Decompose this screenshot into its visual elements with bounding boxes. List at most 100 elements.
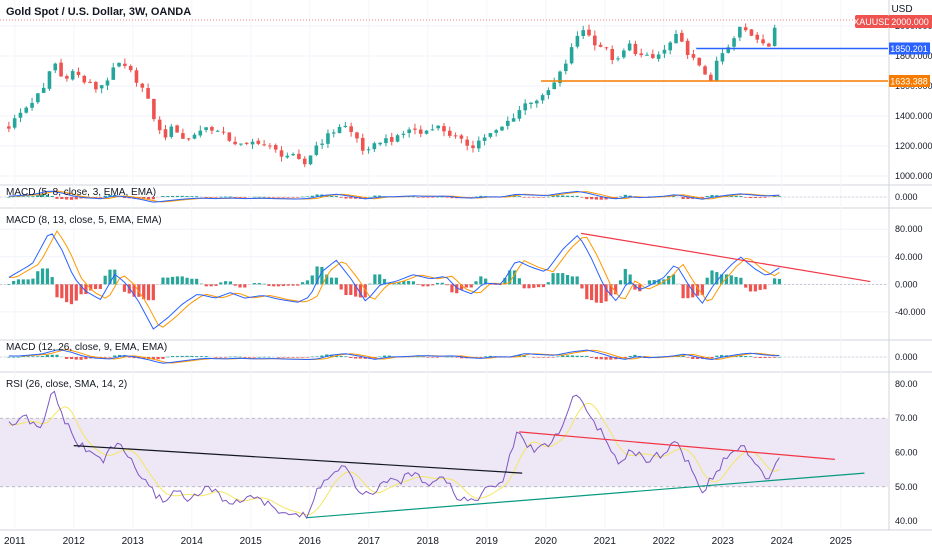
histogram-bar	[753, 197, 757, 199]
candle-body	[743, 27, 748, 31]
histogram-bar	[652, 280, 656, 285]
histogram-bar	[156, 197, 160, 198]
candle-body	[593, 35, 597, 46]
currency-label: USD	[891, 4, 912, 15]
candle-body	[36, 93, 40, 103]
histogram-bar	[31, 356, 35, 357]
histogram-bar	[267, 356, 271, 358]
histogram-bar	[113, 355, 117, 357]
histogram-bar	[281, 284, 285, 287]
candle-body	[7, 126, 11, 129]
histogram-bar	[623, 268, 627, 285]
histogram-bar	[541, 197, 546, 198]
x-axis-tick: 2023	[712, 536, 735, 547]
candle-body	[714, 60, 719, 81]
histogram-bar	[522, 355, 526, 357]
histogram-bar	[108, 194, 112, 197]
histogram-bar	[729, 195, 733, 197]
histogram-bar	[445, 197, 449, 198]
candle-body	[285, 155, 290, 158]
histogram-bar	[267, 197, 271, 198]
candle-body	[482, 137, 487, 141]
candle-body	[680, 32, 684, 42]
candle-body	[430, 129, 435, 131]
histogram-bar	[455, 284, 459, 294]
histogram-bar	[190, 355, 194, 357]
histogram-bar	[488, 355, 493, 357]
histogram-bar	[151, 197, 155, 200]
histogram-bar	[705, 277, 709, 285]
histogram-bar	[55, 284, 59, 298]
histogram-bar	[541, 357, 546, 358]
candle-body	[552, 82, 557, 90]
x-axis-tick: 2021	[594, 536, 617, 547]
histogram-bar	[199, 196, 204, 198]
histogram-bar	[426, 197, 430, 198]
histogram-bar	[416, 197, 420, 198]
macd-axis-tick: 0.000	[895, 279, 918, 289]
histogram-bar	[93, 284, 98, 290]
chart-title: Gold Spot / U.S. Dollar, 3W, OANDA	[6, 6, 191, 18]
candle-body	[157, 119, 162, 131]
histogram-bar	[768, 197, 772, 198]
histogram-bar	[565, 355, 570, 357]
histogram-bar	[459, 357, 464, 359]
histogram-bar	[676, 283, 680, 285]
candle-body	[41, 87, 46, 93]
candle-body	[633, 43, 638, 55]
histogram-bar	[522, 197, 526, 198]
histogram-bar	[435, 357, 440, 358]
candle-body	[210, 127, 214, 131]
candle-body	[291, 154, 295, 156]
candle-body	[94, 82, 98, 90]
candle-body	[656, 54, 661, 59]
histogram-bar	[484, 356, 488, 357]
histogram-bar	[166, 277, 170, 285]
histogram-bar	[16, 279, 21, 285]
histogram-bar	[753, 284, 757, 292]
candle-body	[337, 126, 342, 134]
histogram-bar	[248, 284, 252, 285]
histogram-bar	[175, 276, 180, 285]
histogram-bar	[387, 355, 391, 357]
histogram-bar	[74, 357, 78, 360]
candle-body	[604, 47, 609, 49]
macd2-label: MACD (8, 13, close, 5, EMA, EMA)	[6, 215, 162, 226]
histogram-bar	[50, 195, 54, 197]
histogram-bar	[532, 284, 536, 288]
histogram-bar	[156, 284, 160, 286]
histogram-bar	[585, 284, 589, 300]
histogram-bar	[590, 284, 594, 301]
histogram-bar	[31, 196, 35, 197]
histogram-bar	[329, 277, 334, 285]
histogram-bar	[103, 195, 107, 197]
histogram-bar	[618, 280, 623, 285]
candle-body	[204, 127, 208, 130]
candle-body	[511, 118, 516, 122]
histogram-bar	[262, 283, 266, 285]
histogram-bar	[479, 195, 483, 197]
histogram-bar	[329, 196, 334, 197]
candle-body	[767, 43, 771, 47]
candle-body	[575, 35, 580, 47]
histogram-bar	[378, 274, 382, 285]
histogram-bar	[74, 197, 78, 200]
histogram-bar	[69, 284, 74, 305]
histogram-bar	[16, 196, 21, 197]
rsi-panel	[0, 390, 888, 520]
ticker-badge-bg	[855, 15, 889, 28]
histogram-bar	[546, 282, 550, 285]
candle-body	[505, 120, 510, 126]
histogram-bar	[604, 197, 608, 200]
histogram-bar	[561, 355, 565, 357]
histogram-bar	[459, 284, 464, 290]
histogram-bar	[344, 356, 348, 357]
histogram-bar	[257, 356, 261, 358]
histogram-bar	[26, 356, 30, 357]
candle-body	[302, 158, 307, 165]
histogram-bar	[267, 284, 271, 286]
x-axis-tick: 2011	[4, 536, 26, 547]
histogram-bar	[214, 284, 218, 286]
